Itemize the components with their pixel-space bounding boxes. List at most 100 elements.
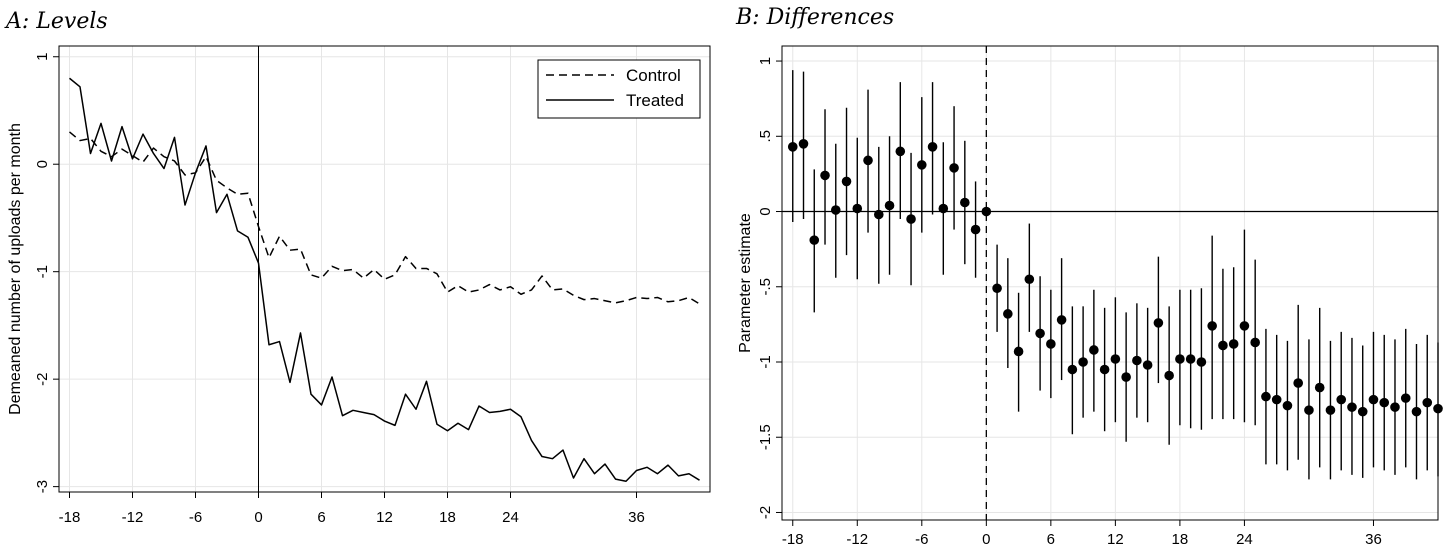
estimate-point — [1046, 339, 1056, 349]
estimate-point — [1121, 372, 1131, 382]
estimate-point — [1347, 402, 1357, 412]
estimate-point — [830, 205, 841, 215]
x-tick-label: -6 — [189, 509, 202, 526]
series-line-control — [69, 131, 700, 305]
estimate-point — [1078, 357, 1088, 367]
estimate-point — [787, 142, 798, 152]
x-tick-label: 18 — [439, 509, 456, 526]
estimate-point — [1099, 364, 1110, 375]
estimate-point — [863, 155, 873, 166]
estimate-point — [873, 209, 884, 220]
panel-b-y-axis-label: Parameter estimate — [737, 213, 754, 353]
estimate-point — [1379, 397, 1390, 408]
estimate-point — [1067, 364, 1078, 375]
x-tick-label: 6 — [1047, 531, 1055, 548]
x-tick-label: -12 — [846, 531, 868, 548]
estimate-point — [1271, 394, 1282, 405]
estimate-point — [1325, 405, 1336, 415]
x-tick-label: -18 — [59, 509, 81, 526]
y-tick-label: -1.5 — [757, 424, 774, 450]
estimate-point — [938, 203, 949, 214]
estimate-point — [1368, 394, 1379, 405]
estimate-point — [798, 139, 809, 149]
estimate-point — [1164, 370, 1174, 381]
legend-treated-label: Treated — [626, 91, 684, 110]
estimate-point — [1422, 397, 1433, 408]
estimate-point — [1132, 355, 1142, 366]
estimate-point — [970, 224, 981, 235]
panel-b-plot-frame — [781, 45, 1439, 521]
x-tick-label: -12 — [122, 509, 144, 526]
estimate-point — [1314, 382, 1325, 393]
y-tick-label: 1 — [757, 57, 774, 65]
estimate-point — [960, 197, 970, 208]
estimate-point — [1400, 393, 1411, 403]
estimate-point — [852, 203, 863, 214]
estimate-point — [917, 160, 927, 170]
x-tick-label: 0 — [982, 531, 990, 548]
estimate-point — [1250, 337, 1260, 348]
estimate-point — [1411, 406, 1422, 417]
panel-a-ticks: -18 -12 -6 0 6 12 18 24 36 1 0 -1 -2 -3 — [34, 53, 645, 526]
legend-box — [537, 59, 701, 119]
estimate-point — [1035, 328, 1045, 339]
estimate-point — [1024, 274, 1035, 285]
x-tick-label: 24 — [502, 509, 519, 526]
estimate-point — [1110, 354, 1121, 364]
estimate-point — [981, 206, 992, 217]
estimate-point — [1239, 321, 1250, 331]
y-tick-label: 1 — [34, 53, 51, 61]
y-tick-label: -2 — [757, 506, 774, 519]
estimate-point — [1336, 394, 1347, 405]
estimate-point — [906, 214, 916, 224]
estimate-point — [1175, 354, 1185, 364]
estimate-point — [1003, 309, 1013, 319]
panel-b-title: B: Differences — [735, 5, 894, 30]
panel-a-gridlines — [59, 46, 710, 492]
estimate-point — [1282, 400, 1293, 411]
estimate-point — [1228, 339, 1239, 349]
panel-differences: B: Differences -18 -12 -6 0 6 12 18 24 36 1 .5 0 -.5… — [735, 5, 1443, 548]
estimate-point — [884, 200, 895, 211]
estimate-point — [1089, 345, 1099, 355]
series-line-treated — [69, 77, 700, 483]
y-tick-label: -.5 — [757, 278, 774, 296]
x-tick-label: 12 — [1107, 531, 1124, 548]
y-tick-label: 0 — [34, 160, 51, 168]
panel-a-series — [69, 77, 700, 483]
panel-levels: A: Levels -18 -12 -6 0 6 12 18 24 36 1 0 -1 -2 -3 Dem… — [4, 9, 711, 526]
estimate-point — [949, 163, 959, 173]
x-tick-label: 6 — [317, 509, 325, 526]
estimate-point — [895, 146, 906, 157]
x-tick-label: 18 — [1172, 531, 1189, 548]
estimate-point — [1153, 318, 1164, 328]
panel-b-gridlines — [782, 46, 1438, 520]
x-tick-label: -18 — [782, 531, 804, 548]
y-tick-label: -1 — [34, 265, 51, 278]
estimate-point — [809, 235, 820, 245]
estimate-point — [1196, 357, 1207, 367]
estimate-point — [1357, 406, 1368, 417]
x-tick-label: 12 — [376, 509, 393, 526]
estimate-point — [1056, 315, 1067, 325]
legend: Control Treated — [537, 59, 701, 119]
estimate-point — [992, 283, 1002, 294]
y-tick-label: -1 — [757, 355, 774, 368]
estimate-point — [1142, 360, 1153, 370]
panel-b-reference-lines — [782, 46, 1438, 520]
estimate-point — [1261, 391, 1271, 402]
y-tick-label: -3 — [34, 480, 51, 493]
x-tick-label: 36 — [1365, 531, 1382, 548]
estimate-point — [1207, 321, 1217, 331]
estimate-point — [1013, 346, 1024, 357]
estimate-point — [841, 176, 852, 187]
panel-a-title: A: Levels — [4, 9, 108, 34]
estimate-point — [1304, 405, 1314, 415]
x-tick-label: 0 — [254, 509, 262, 526]
estimate-point — [1293, 378, 1303, 388]
y-tick-label: .5 — [757, 130, 774, 143]
panel-a-y-axis-label: Demeaned number of uploads per month — [7, 123, 24, 415]
panel-b-ticks: -18 -12 -6 0 6 12 18 24 36 1 .5 0 -.5 -1 -1.5 -2 — [757, 57, 1382, 548]
y-tick-label: 0 — [757, 207, 774, 215]
